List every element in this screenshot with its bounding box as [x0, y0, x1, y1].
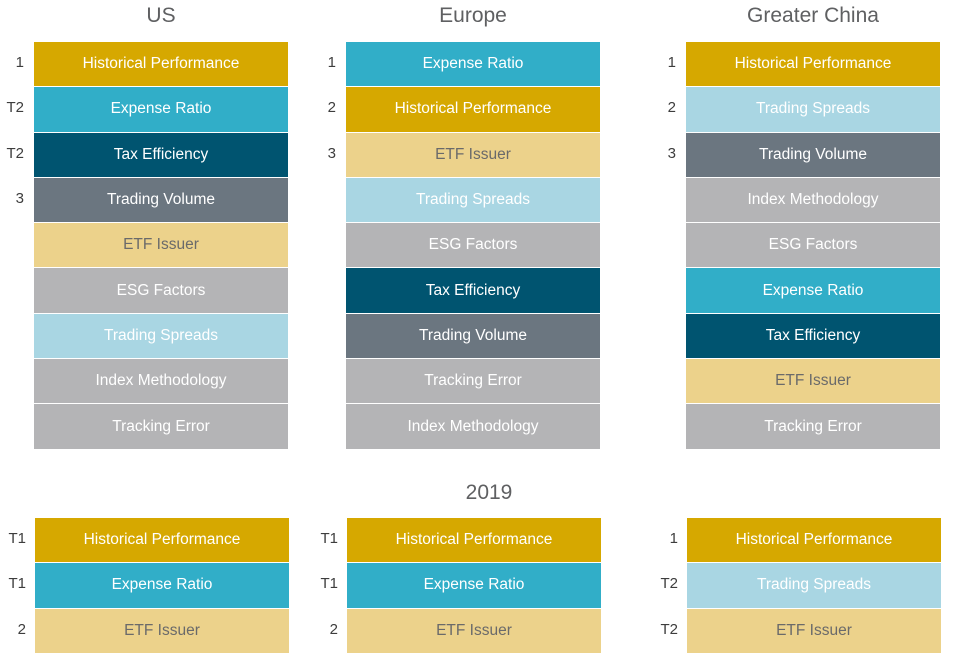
- factor-cell-historical-performance: Historical Performance: [34, 42, 288, 88]
- rank-label: T1: [8, 575, 26, 593]
- rank-label: T2: [6, 144, 24, 162]
- factor-cell-expense-ratio: Expense Ratio: [347, 563, 601, 609]
- rank-label: 2: [17, 620, 26, 638]
- rank-label: T2: [6, 99, 24, 117]
- factor-cell-trading-spreads: Trading Spreads: [34, 313, 288, 360]
- ranking-column-europe: Expense Ratio Historical Performance ETF I…: [346, 42, 600, 450]
- ranking-column-greater-china: Historical Performance Trading Spreads Tra…: [686, 42, 940, 450]
- ranking-2019-column-greater-china: Historical Performance Trading Spreads ETF…: [687, 518, 941, 654]
- factor-cell-esg-factors: ESG Factors: [34, 268, 288, 314]
- factor-cell-expense-ratio: Expense Ratio: [686, 268, 940, 314]
- factor-cell-expense-ratio: Expense Ratio: [34, 87, 288, 133]
- factor-cell-historical-performance: Historical Performance: [687, 518, 941, 564]
- factor-cell-etf-issuer: ETF Issuer: [34, 223, 288, 269]
- rank-label: 1: [669, 530, 678, 547]
- rank-label: 2: [327, 99, 336, 117]
- rank-label: 3: [667, 144, 676, 162]
- factor-cell-expense-ratio: Expense Ratio: [346, 42, 600, 88]
- rank-label: 3: [15, 189, 24, 207]
- factor-cell-trading-spreads: Trading Spreads: [346, 177, 600, 224]
- rank-label: T2: [660, 620, 678, 638]
- rank-label: 2: [329, 620, 338, 638]
- region-title-europe: Europe: [439, 4, 507, 27]
- factor-cell-esg-factors: ESG Factors: [686, 223, 940, 269]
- factor-cell-trading-spreads: Trading Spreads: [687, 563, 941, 609]
- factor-cell-etf-issuer: ETF Issuer: [346, 132, 600, 178]
- rank-label: T1: [320, 575, 338, 593]
- factor-cell-historical-performance: Historical Performance: [346, 87, 600, 133]
- year-2019-title: 2019: [465, 481, 513, 504]
- rank-label: T1: [320, 530, 338, 547]
- rank-label: T2: [660, 575, 678, 593]
- ranking-2019-column-us: Historical Performance Expense Ratio ETF I…: [35, 518, 289, 654]
- factor-cell-trading-volume: Trading Volume: [346, 313, 600, 360]
- factor-cell-tax-efficiency: Tax Efficiency: [686, 313, 940, 360]
- factor-cell-index-methodology: Index Methodology: [346, 404, 600, 450]
- factor-cell-trading-volume: Trading Volume: [686, 132, 940, 178]
- factor-cell-index-methodology: Index Methodology: [686, 177, 940, 224]
- region-title-us: US: [146, 4, 176, 27]
- factor-cell-tax-efficiency: Tax Efficiency: [34, 132, 288, 178]
- rank-label: 1: [667, 54, 676, 71]
- factor-cell-tracking-error: Tracking Error: [346, 359, 600, 405]
- ranking-column-us: Historical Performance Expense Ratio Tax E…: [34, 42, 288, 450]
- factor-cell-tracking-error: Tracking Error: [686, 404, 940, 450]
- factor-cell-tax-efficiency: Tax Efficiency: [346, 268, 600, 314]
- rank-label: T1: [8, 530, 26, 547]
- factor-cell-trading-spreads: Trading Spreads: [686, 87, 940, 133]
- region-title-greater-china: Greater China: [747, 4, 879, 27]
- factor-cell-historical-performance: Historical Performance: [35, 518, 289, 564]
- factor-cell-etf-issuer: ETF Issuer: [686, 359, 940, 405]
- factor-cell-expense-ratio: Expense Ratio: [35, 563, 289, 609]
- rank-label: 1: [15, 54, 24, 71]
- rank-label: 1: [327, 54, 336, 71]
- rank-label: 2: [667, 99, 676, 117]
- factor-cell-trading-volume: Trading Volume: [34, 177, 288, 224]
- factor-cell-etf-issuer: ETF Issuer: [347, 608, 601, 654]
- factor-cell-historical-performance: Historical Performance: [347, 518, 601, 564]
- factor-cell-historical-performance: Historical Performance: [686, 42, 940, 88]
- ranking-2019-column-europe: Historical Performance Expense Ratio ETF I…: [347, 518, 601, 654]
- factor-cell-tracking-error: Tracking Error: [34, 404, 288, 450]
- factor-cell-etf-issuer: ETF Issuer: [35, 608, 289, 654]
- factor-cell-etf-issuer: ETF Issuer: [687, 608, 941, 654]
- factor-cell-index-methodology: Index Methodology: [34, 359, 288, 405]
- factor-cell-esg-factors: ESG Factors: [346, 223, 600, 269]
- rank-label: 3: [327, 144, 336, 162]
